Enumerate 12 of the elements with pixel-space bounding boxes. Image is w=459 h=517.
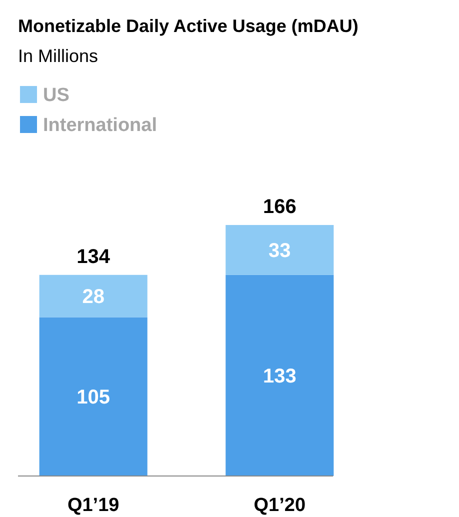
total-label: 166: [262, 196, 296, 218]
x-tick-label: Q1’19: [67, 495, 120, 516]
data-label: 133: [262, 365, 296, 388]
data-label: 105: [76, 386, 110, 409]
chart-subtitle: In Millions: [18, 46, 98, 66]
legend-label: US: [43, 85, 70, 106]
data-label: 28: [82, 286, 104, 308]
legend-label: International: [43, 115, 158, 136]
x-tick-label: Q1’20: [254, 495, 306, 516]
data-label: 33: [268, 240, 291, 262]
total-label: 134: [76, 246, 111, 268]
chart-title: Monetizable Daily Active Usage (mDAU): [18, 16, 358, 36]
